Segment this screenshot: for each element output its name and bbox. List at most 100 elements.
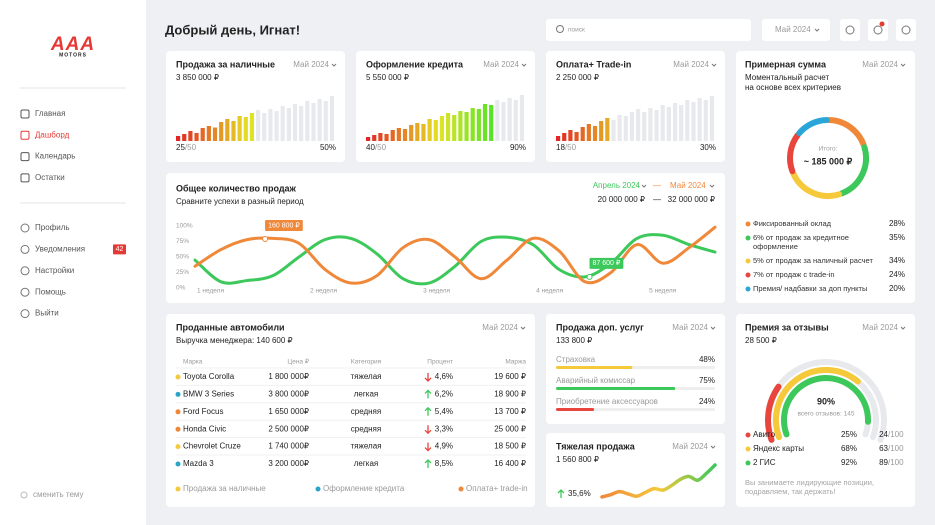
bar xyxy=(679,105,684,141)
nav-item[interactable]: Помощь xyxy=(35,287,66,296)
legend-item[interactable]: Май 2024 xyxy=(670,181,706,190)
chevron xyxy=(709,184,715,188)
bar xyxy=(654,110,659,141)
bar xyxy=(605,118,610,141)
nav-item[interactable]: Выйти xyxy=(35,309,59,318)
bar xyxy=(188,131,193,141)
cell-price: 1 800 000₽ xyxy=(268,372,309,381)
cell-category: легкая xyxy=(354,390,379,399)
nav-item[interactable]: Уведомления xyxy=(35,245,85,254)
legend-value: 24% xyxy=(889,270,905,279)
period-select[interactable]: Май 2024 xyxy=(672,442,708,451)
nav-item[interactable]: Календарь xyxy=(35,152,75,161)
cell-category: легкая xyxy=(354,459,379,468)
period-select[interactable]: Май 2024 xyxy=(482,323,518,332)
period-select[interactable]: Май 2024 xyxy=(483,60,519,69)
arrow-down xyxy=(424,373,432,382)
icon-button[interactable] xyxy=(896,19,916,41)
legend-item[interactable]: Апрель 2024 xyxy=(593,181,641,190)
progress: 40 xyxy=(366,143,375,152)
period-box[interactable] xyxy=(762,19,830,41)
total: ~ 185 000 ₽ xyxy=(804,156,853,166)
bar xyxy=(623,116,628,141)
chevron xyxy=(641,184,647,188)
arrow-up xyxy=(557,489,565,498)
search-icon xyxy=(556,25,564,33)
legend-label-box: Фиксированный оклад xyxy=(753,219,832,228)
column-header: Маржа xyxy=(505,359,526,366)
arrow-up xyxy=(424,459,432,468)
nav-item[interactable]: Остатки xyxy=(35,173,65,182)
nav-item[interactable]: Главная xyxy=(35,109,65,118)
note: Вы занимаете лидирующие позиции, подравл… xyxy=(745,478,875,496)
bar xyxy=(200,128,205,141)
card-title: Премия за отзывы xyxy=(745,322,829,332)
nav-item[interactable]: Настройки xyxy=(35,266,74,275)
icon-button[interactable] xyxy=(868,19,888,41)
period-select[interactable]: Май 2024 xyxy=(862,60,898,69)
bar xyxy=(421,124,426,141)
donut-segment xyxy=(787,132,801,175)
period-select[interactable]: Май 2024 xyxy=(293,60,329,69)
nav-icon xyxy=(20,309,30,319)
card xyxy=(166,314,535,507)
percent: 30% xyxy=(700,143,716,152)
legend-label-box: 7% от продаж с trade-in xyxy=(753,270,835,279)
bar xyxy=(556,136,561,141)
donut-segment xyxy=(826,117,867,148)
theme-toggle[interactable]: сменить тему xyxy=(33,490,84,499)
bar xyxy=(470,108,475,141)
donut-segment xyxy=(790,170,843,199)
chevron xyxy=(711,63,717,67)
annotation-box xyxy=(589,257,624,269)
amount: 2 250 000 ₽ xyxy=(556,73,599,82)
row-dot xyxy=(175,461,181,467)
legend-label: Фиксированный оклад xyxy=(753,219,832,228)
chevron xyxy=(521,63,527,67)
legend-value: 20% xyxy=(889,284,905,293)
nav-item[interactable]: Дашборд xyxy=(35,130,70,139)
badge xyxy=(113,244,126,255)
bar xyxy=(225,119,230,141)
bar xyxy=(629,112,635,141)
period-select[interactable]: Май 2024 xyxy=(862,323,898,332)
bar xyxy=(501,102,506,141)
period-select: Май 2024 xyxy=(775,25,811,34)
cell-brand: Ford Focus xyxy=(183,407,223,416)
bar xyxy=(182,134,187,141)
icon-button[interactable] xyxy=(840,19,860,41)
review-out-of: /100 xyxy=(888,458,904,467)
chevron xyxy=(900,326,906,330)
chevron xyxy=(331,63,337,67)
x-tick-label: 4 неделя xyxy=(536,288,563,295)
x-tick-label: 3 неделя xyxy=(423,288,450,295)
progress-total: /50 xyxy=(185,143,197,152)
bar xyxy=(464,112,469,141)
sparkline xyxy=(600,463,717,499)
bar xyxy=(305,101,310,141)
card-title: Оплата+ Trade-in xyxy=(556,59,631,69)
service-label: Страховка xyxy=(556,355,596,364)
legend-dot xyxy=(745,272,751,278)
legend-label: 6% от продаж за кредитное оформление xyxy=(753,233,849,251)
period-select[interactable]: Май 2024 xyxy=(673,60,709,69)
bar xyxy=(574,132,579,141)
bar xyxy=(237,116,242,141)
legend-dot xyxy=(745,460,751,466)
legend-label-box: 5% от продаж за наличный расчет xyxy=(753,256,873,265)
bar xyxy=(390,130,395,141)
search-box[interactable] xyxy=(546,19,751,41)
legend-label: Премия/ надбавки за доп пункты xyxy=(753,284,868,293)
bar xyxy=(372,135,377,141)
arrow-up xyxy=(424,406,432,416)
review-percent: 25% xyxy=(841,430,857,439)
cell-price: 1 650 000₽ xyxy=(268,407,309,416)
bar xyxy=(452,115,457,141)
cell-category: тяжелая xyxy=(351,442,382,451)
period-select[interactable]: Май 2024 xyxy=(672,323,708,332)
review-source: Авито xyxy=(753,430,776,439)
column-header: Марка xyxy=(183,359,203,366)
cell-brand: Toyota Corolla xyxy=(183,372,235,381)
bar xyxy=(231,121,236,141)
nav-item[interactable]: Профиль xyxy=(35,223,70,232)
